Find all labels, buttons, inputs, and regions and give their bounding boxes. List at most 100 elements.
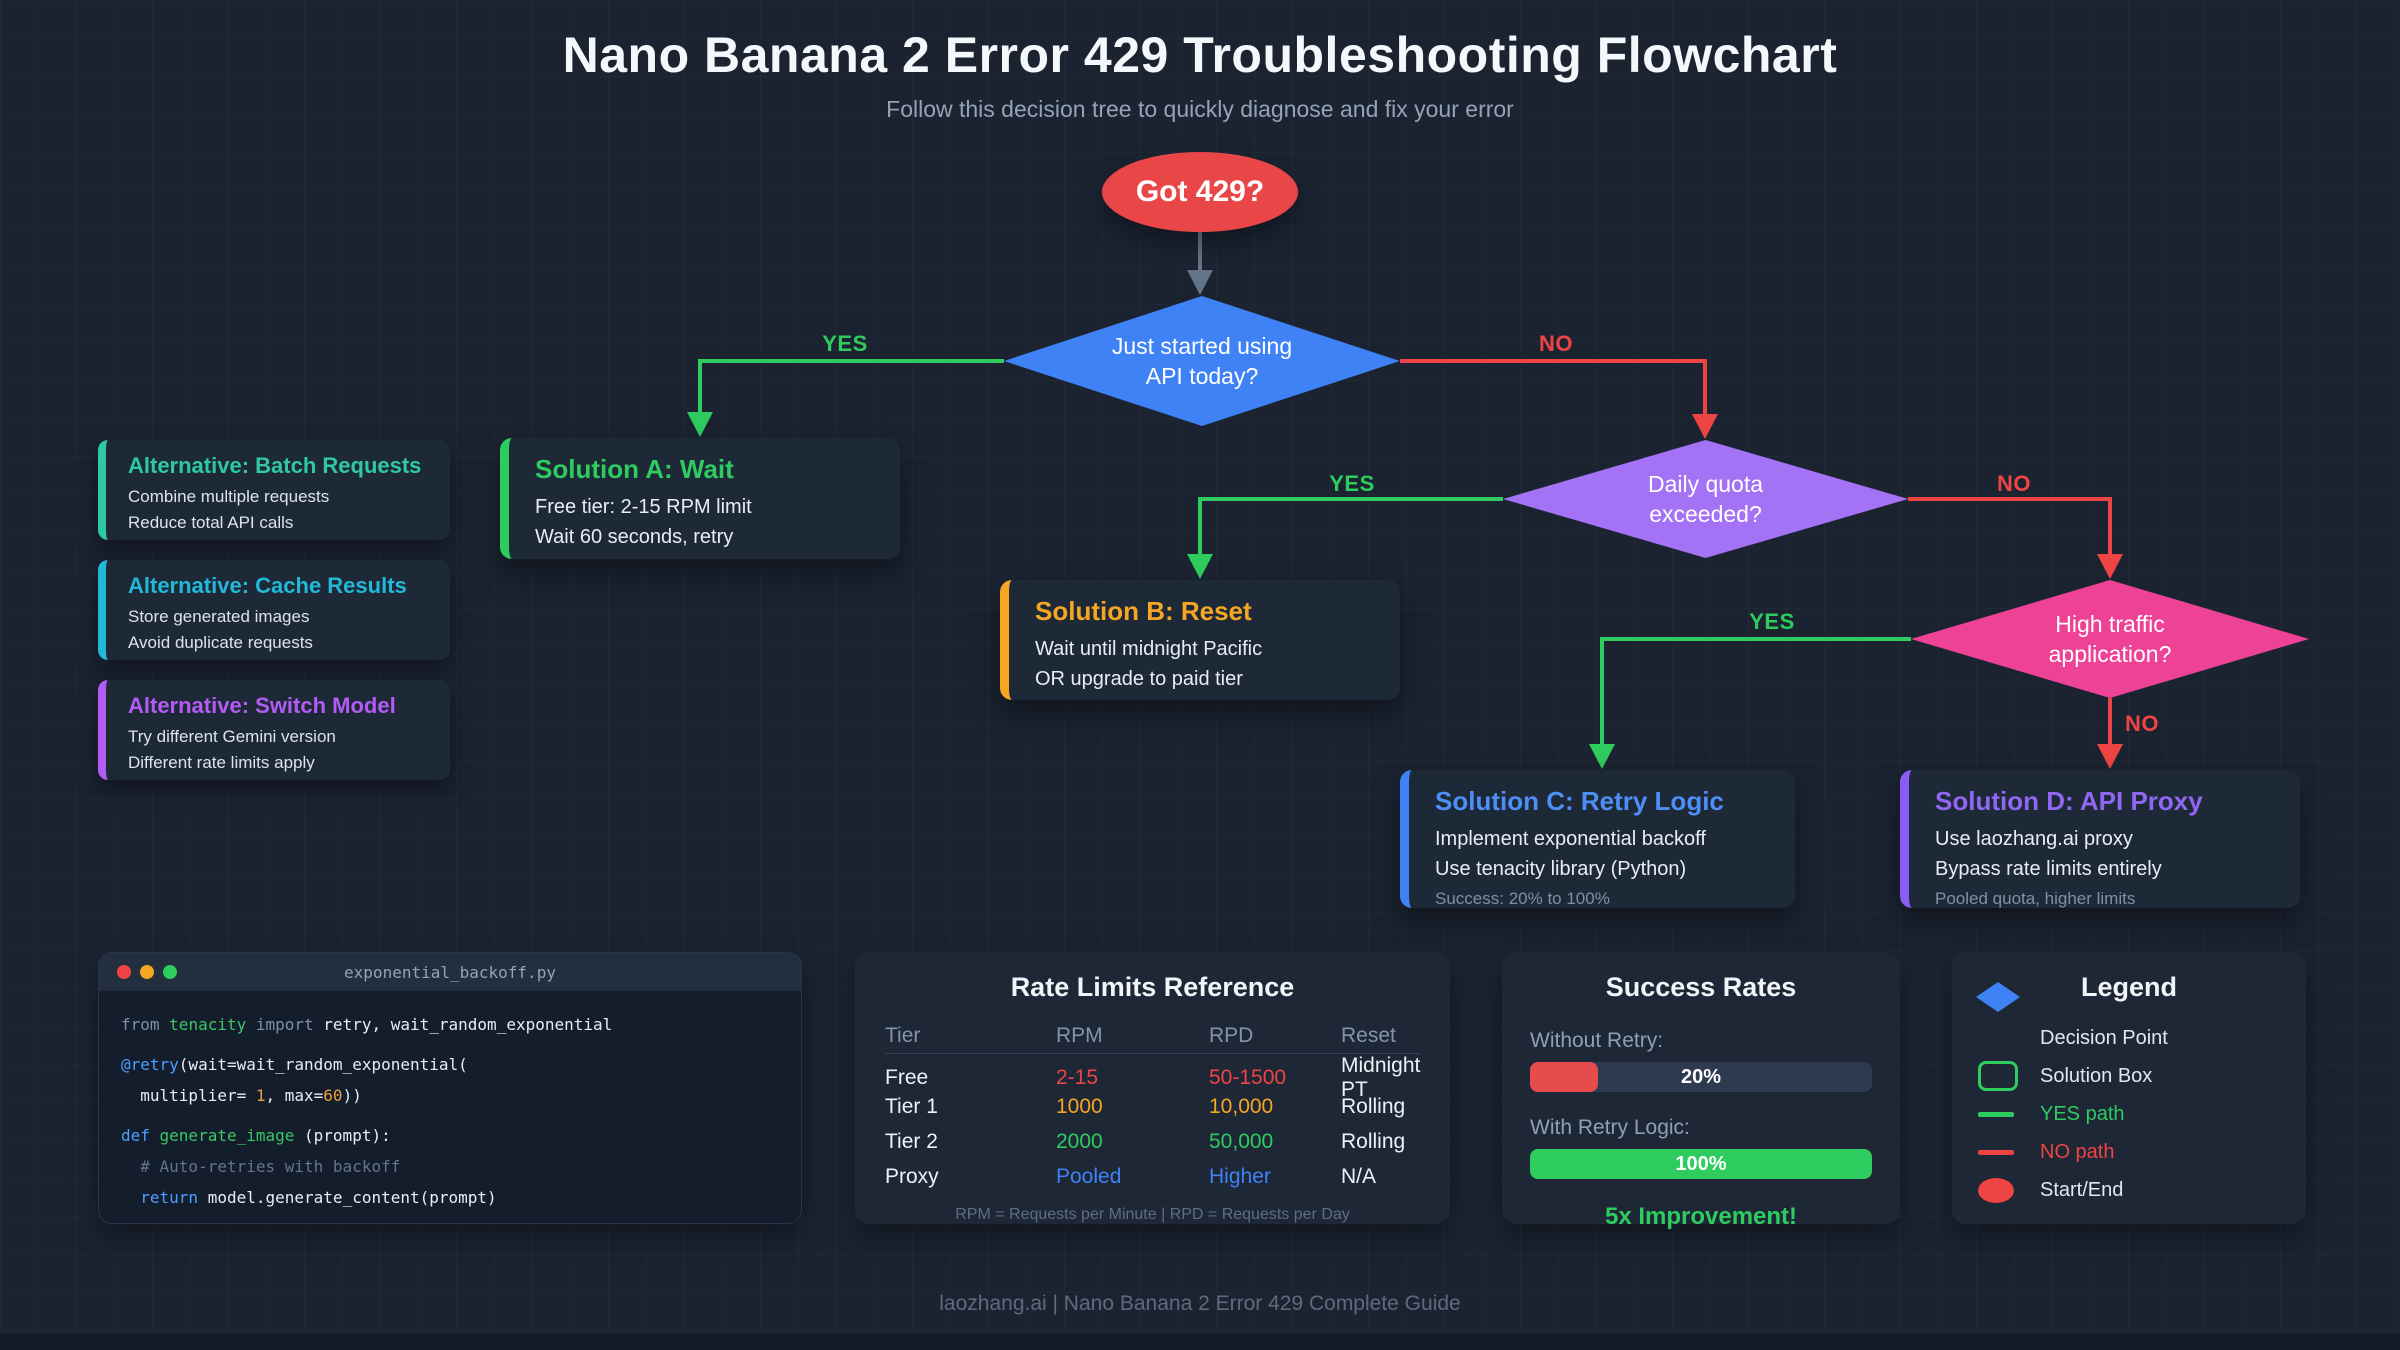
column-header-tier: Tier (885, 1024, 921, 1047)
cell-reset: Midnight PT (1341, 1054, 1421, 1101)
solution-b-title: Solution B: Reset (1035, 596, 1252, 626)
cell-rpm: 1000 (1056, 1094, 1103, 1118)
table-header-row: Tier RPM RPD Reset (885, 1019, 1420, 1054)
alternative-line: Try different Gemini version (128, 727, 336, 746)
rate-limits-panel: Rate Limits Reference Tier RPM RPD Reset… (855, 952, 1450, 1224)
legend-label: Decision Point (2040, 1026, 2168, 1049)
cell-rpm: Pooled (1056, 1164, 1122, 1188)
traffic-light-green-icon (163, 965, 177, 979)
solution-c-box: Solution C: Retry Logic Implement expone… (1400, 770, 1795, 908)
legend-item-solution-box: Solution Box (1952, 1057, 2306, 1095)
legend-title: Legend (2080, 972, 2177, 1002)
rate-limits-title: Rate Limits Reference (1010, 972, 1295, 1002)
without-retry-bar-fill (1530, 1062, 1599, 1092)
edge-label-yes-3: YES (1749, 609, 1795, 634)
edge-label-yes-2: YES (1329, 471, 1375, 496)
solution-d-line: Bypass rate limits entirely (1935, 857, 2162, 880)
solution-d-line: Use laozhang.ai proxy (1935, 828, 2133, 850)
code-filename: exponential_backoff.py (344, 962, 556, 982)
legend-item-yes-path: YES path (1952, 1095, 2306, 1133)
cell-tier: Tier 1 (885, 1094, 938, 1118)
arrow-yes-to-solution-a (687, 359, 1004, 437)
alternative-title: Alternative: Cache Results (128, 573, 407, 598)
solution-d-box: Solution D: API Proxy Use laozhang.ai pr… (1900, 770, 2300, 908)
legend-panel: Legend Decision Point Solution Box YES p… (1952, 952, 2306, 1224)
arrow-yes-to-solution-b (1187, 497, 1503, 579)
decision-just-started: Just started using API today? (1004, 296, 1400, 426)
with-retry-bar: 100% (1530, 1149, 1872, 1179)
decision-daily-quota: Daily quota exceeded? (1503, 440, 1908, 558)
improvement-note: 5x Improvement! (1604, 1203, 1798, 1230)
table-row: Tier 2 2000 50,000 Rolling (885, 1124, 1420, 1159)
solution-b-line: Wait until midnight Pacific (1035, 638, 1263, 660)
solution-c-line: Implement exponential backoff (1435, 828, 1706, 850)
solution-a-title: Solution A: Wait (535, 454, 734, 484)
decision-line: API today? (1145, 363, 1259, 389)
cell-tier: Free (885, 1066, 929, 1089)
legend-label: Solution Box (2040, 1064, 2153, 1087)
alternative-title: Alternative: Batch Requests (128, 453, 422, 478)
cell-rpm: 2000 (1056, 1129, 1103, 1153)
start-end-icon (1978, 1177, 2014, 1203)
cell-rpd: 50-1500 (1209, 1066, 1287, 1089)
cell-reset: Rolling (1341, 1094, 1406, 1118)
table-row: Proxy Pooled Higher N/A (885, 1159, 1420, 1194)
legend-label: YES path (2040, 1102, 2125, 1125)
cell-rpd: 10,000 (1209, 1094, 1274, 1118)
code-window-titlebar: exponential_backoff.py (99, 953, 801, 991)
with-retry-value: 100% (1675, 1152, 1727, 1175)
yes-path-icon (1978, 1111, 2014, 1117)
without-retry-value: 20% (1680, 1065, 1722, 1088)
solution-a-box: Solution A: Wait Free tier: 2-15 RPM lim… (500, 438, 900, 559)
legend-item-decision-point: Decision Point (1952, 1019, 2306, 1057)
column-header-reset: Reset (1341, 1024, 1396, 1047)
solution-a-line: Wait 60 seconds, retry (535, 525, 734, 548)
column-header-rpm: RPM (1056, 1024, 1103, 1047)
cell-rpd: Higher (1209, 1164, 1271, 1188)
traffic-light-icons (117, 965, 177, 979)
decision-line: Daily quota (1647, 470, 1764, 497)
cell-reset: Rolling (1341, 1129, 1406, 1153)
decision-high-traffic: High traffic application? (1911, 580, 2309, 698)
column-header-rpd: RPD (1209, 1024, 1254, 1047)
start-node-label: Got 429? (1135, 175, 1265, 208)
alternative-line: Avoid duplicate requests (128, 632, 313, 652)
solution-c-note: Success: 20% to 100% (1435, 889, 1610, 909)
table-row: Free 2-15 50-1500 Midnight PT (885, 1054, 1420, 1101)
arrow-no-to-d3 (1908, 497, 2123, 579)
solution-d-note: Pooled quota, higher limits (1935, 889, 2136, 909)
edge-label-no-2: NO (1997, 471, 2031, 496)
legend-item-no-path: NO path (1952, 1133, 2306, 1171)
alternative-cache-results-box: Alternative: Cache Results Store generat… (98, 560, 450, 660)
success-rates-panel: Success Rates Without Retry: 20% With Re… (1502, 952, 1900, 1230)
bottom-band (0, 1334, 2400, 1350)
legend-label: NO path (2040, 1140, 2115, 1163)
arrow-yes-to-solution-c (1589, 637, 1911, 769)
arrow-no-to-d2 (1400, 359, 1718, 439)
code-lines: from tenacity import retry, wait_random_… (121, 1015, 613, 1207)
alternative-title: Alternative: Switch Model (128, 693, 396, 718)
start-node: Got 429? (1102, 152, 1298, 232)
edge-label-no-3: NO (2125, 711, 2159, 736)
cell-rpm: 2-15 (1056, 1066, 1099, 1089)
decision-line: application? (2048, 641, 2172, 667)
decision-line: Just started using (1111, 332, 1293, 359)
cell-tier: Tier 2 (885, 1129, 938, 1153)
alternative-line: Combine multiple requests (128, 487, 330, 506)
cell-tier: Proxy (885, 1164, 939, 1188)
solution-b-line: OR upgrade to paid tier (1035, 667, 1243, 690)
rate-limits-table: Tier RPM RPD Reset Free 2-15 50-1500 Mid… (885, 1019, 1420, 1224)
traffic-light-yellow-icon (140, 965, 154, 979)
no-path-icon (1978, 1149, 2014, 1155)
traffic-light-red-icon (117, 965, 131, 979)
solution-c-line: Use tenacity library (Python) (1435, 857, 1687, 880)
solution-c-title: Solution C: Retry Logic (1435, 786, 1724, 816)
decision-line: High traffic (2055, 610, 2165, 637)
with-retry-label: With Retry Logic: (1530, 1116, 1690, 1139)
alternative-batch-requests-box: Alternative: Batch Requests Combine mult… (98, 440, 450, 540)
solution-a-line: Free tier: 2-15 RPM limit (535, 496, 752, 518)
with-retry-bar-fill (1530, 1149, 1872, 1179)
without-retry-label: Without Retry: (1530, 1029, 1664, 1052)
cell-reset: N/A (1341, 1164, 1377, 1188)
